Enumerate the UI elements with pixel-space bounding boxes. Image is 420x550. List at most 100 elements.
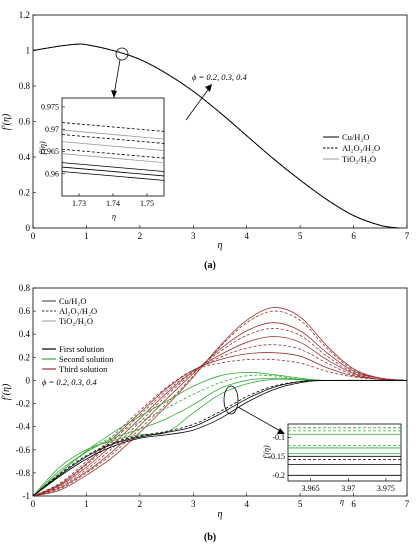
chart-b-xlabel: η: [218, 509, 223, 520]
chart-a-inset-line: [61, 122, 165, 132]
chart-b-ytick-label: 0: [26, 375, 31, 385]
chart-a-xtick-label: 2: [138, 231, 143, 241]
chart-a-phi-arrowhead: [205, 84, 212, 92]
chart-b-xtick-label: 5: [298, 499, 303, 509]
chart-b-ytick-label: 0.8: [19, 283, 31, 293]
chart-a-inset: 1.73 1.74 1.75 0.96 0.965 0.97 0.975 η f′(η): [38, 97, 165, 221]
chart-a-ytick-label: 1.2: [19, 10, 30, 20]
chart-a-ytick-label: 0.2: [19, 188, 30, 198]
chart-a-inset-line: [61, 129, 165, 140]
chart-b-zoom-arrowhead: [277, 428, 285, 434]
chart-a-xtick-label: 5: [298, 231, 303, 241]
chart-b-inset: 3.965 3.97 3.975 -0.1 -0.15 -0.2 η f′(η): [262, 423, 402, 506]
chart-a-inset-xtick-label: 1.74: [106, 199, 120, 208]
chart-b-third-solution-line: [32, 358, 408, 497]
chart-b-legend-solution-label: Second solution: [59, 354, 114, 364]
chart-b-third-solution-line: [32, 310, 408, 497]
chart-a-inset-ytick-label: 0.965: [41, 147, 59, 156]
chart-a-inset-line: [61, 153, 165, 163]
chart-a-series-line: [32, 43, 400, 229]
chart-b-third-solution-line: [32, 328, 408, 497]
chart-a-xtick-label: 6: [351, 231, 356, 241]
chart-b-legend-fluid-label: Cu/H₂O: [59, 296, 87, 306]
chart-b-third-solution-line: [32, 352, 408, 497]
chart-a-inset-line: [61, 166, 165, 177]
chart-a-xtick-label: 0: [31, 231, 36, 241]
chart-b-third-solution-line: [32, 322, 408, 497]
chart-b-legend-fluid-label: TiO₂/H₂O: [59, 316, 93, 326]
panel-a-label: (a): [204, 260, 216, 271]
chart-a-ylabel: f′(η): [1, 113, 12, 130]
chart-b-xtick-label: 1: [84, 499, 89, 509]
chart-b-xtick-label: 6: [351, 499, 356, 509]
chart-a-ytick-label: 0: [26, 223, 31, 233]
chart-b-zoom-ellipse: [223, 385, 239, 415]
chart-b-ytick-label: -0.6: [16, 445, 31, 455]
chart-a-inset-ytick-label: 0.97: [45, 125, 59, 134]
chart-b-xtick-label: 2: [138, 499, 143, 509]
chart-a-inset-line: [61, 141, 165, 151]
chart-b-ytick-label: -1: [23, 491, 31, 501]
panel-b-label: (b): [204, 532, 216, 543]
chart-b-ytick-label: -0.8: [16, 468, 31, 478]
chart-b-third-solution-line: [32, 344, 408, 497]
chart-b-legend-fluid-label: Al₂O₃/H₂O: [59, 306, 97, 316]
chart-b-first-solution-line: [32, 379, 408, 497]
chart-b-legend-solution-label: Third solution: [59, 364, 108, 374]
chart-b-inset-xtick-label: 3.965: [302, 484, 320, 493]
chart-b-ytick-label: -0.4: [16, 422, 31, 432]
chart-b-ytick-label: -0.2: [16, 399, 30, 409]
chart-b-ytick-label: 0.6: [19, 306, 31, 316]
chart-a-inset-line: [61, 171, 165, 181]
chart-b-third-solution-line: [32, 307, 408, 497]
chart-a-zoom-pointer: [113, 59, 121, 96]
chart-b-inset-ytick-label: -0.2: [272, 471, 285, 480]
chart-b-inset-frame: [287, 423, 402, 482]
chart-b-third-solution-line: [32, 336, 408, 497]
chart-b: 0 1 2 3 4 5 6 7 -1 -0.8 -0.6 -0.4 -0.2 0 0.2 0.4 0.6 0.8…: [1, 283, 410, 543]
chart-b-inset-ytick-label: -0.1: [272, 433, 285, 442]
chart-b-second-solution-line: [32, 378, 408, 497]
chart-a-inset-frame: [61, 97, 165, 197]
chart-b-zoom-pointer: [237, 406, 283, 433]
chart-a-inset-xtick-label: 1.75: [140, 199, 154, 208]
chart-b-inset-ylabel: f′(η): [262, 445, 271, 459]
chart-b-second-solution-line: [32, 374, 408, 497]
chart-a-zoom-circle: [115, 47, 129, 61]
chart-a-ytick-label: 0.4: [19, 152, 31, 162]
chart-a-xtick-label: 1: [84, 231, 89, 241]
chart-b-xtick-label: 4: [244, 499, 249, 509]
chart-a-zoom-arrowhead: [111, 90, 117, 98]
chart-b-ytick-label: 0.2: [19, 352, 30, 362]
chart-b-annotation: ϕ = 0.2, 0.3, 0.4: [42, 377, 98, 387]
chart-b-xtick-label: 7: [405, 499, 410, 509]
chart-b-xtick-label: 0: [31, 499, 36, 509]
chart-a-inset-ylabel: f′(η): [38, 141, 47, 155]
chart-b-frame: [32, 287, 408, 497]
chart-a-annotation: ϕ = 0.2, 0.3, 0.4: [192, 72, 248, 82]
chart-a-ytick-label: 1: [26, 46, 31, 56]
chart-b-ylabel: f′(η): [1, 383, 12, 400]
chart-a-inset-xtick-label: 1.73: [72, 199, 86, 208]
chart-b-xtick-label: 3: [191, 499, 196, 509]
chart-a-xtick-label: 7: [405, 231, 410, 241]
chart-b-inset-xlabel: η: [340, 497, 344, 506]
chart-a-phi-arrow: [185, 86, 211, 121]
chart-a-legend-label: Cu/H₂O: [342, 132, 370, 142]
chart-a-xlabel: η: [218, 240, 223, 251]
chart-b-inset-xtick-label: 3.975: [377, 484, 395, 493]
chart-a: 0 1 2 3 4 5 6 7 0 0.2 0.4 0.6 0.8 1 1.2 η f′(η) ϕ = 0…: [1, 10, 410, 271]
chart-a-inset-line: [61, 134, 165, 144]
chart-b-ytick-label: 0.4: [19, 329, 31, 339]
chart-a-legend-label: TiO₂/H₂O: [342, 154, 376, 164]
chart-b-inset-ytick-label: -0.15: [268, 452, 285, 461]
chart-b-first-solution-line: [32, 379, 408, 497]
chart-a-inset-line: [61, 162, 165, 172]
chart-a-inset-ytick-label: 0.96: [45, 169, 59, 178]
chart-a-inset-xlabel: η: [112, 212, 116, 221]
chart-b-second-solution-line: [32, 371, 408, 497]
chart-a-ytick-label: 0.8: [19, 81, 31, 91]
